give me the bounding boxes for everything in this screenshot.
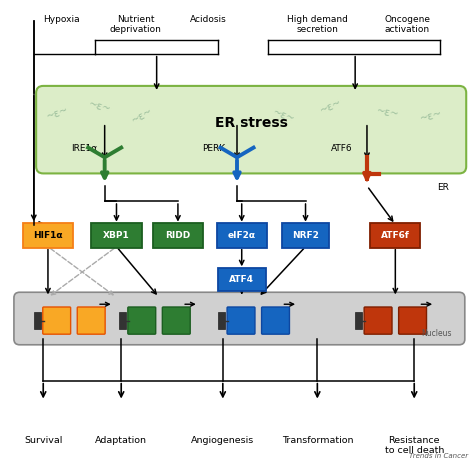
Text: ~ε~: ~ε~ bbox=[45, 105, 70, 122]
Text: IRE1α: IRE1α bbox=[71, 144, 98, 153]
Text: High demand
secretion: High demand secretion bbox=[287, 14, 348, 34]
Text: RIDD: RIDD bbox=[165, 231, 191, 240]
FancyBboxPatch shape bbox=[43, 307, 71, 334]
FancyBboxPatch shape bbox=[370, 223, 420, 248]
Text: ~ε~: ~ε~ bbox=[319, 97, 344, 116]
Text: ~ε~: ~ε~ bbox=[376, 107, 401, 121]
Text: Oncogene
activation: Oncogene activation bbox=[384, 14, 430, 34]
Text: ER stress: ER stress bbox=[215, 116, 288, 130]
FancyBboxPatch shape bbox=[217, 223, 267, 248]
FancyBboxPatch shape bbox=[355, 312, 362, 329]
Text: ~ε~: ~ε~ bbox=[419, 108, 443, 124]
Text: ATF6f: ATF6f bbox=[381, 231, 410, 240]
FancyBboxPatch shape bbox=[218, 268, 265, 291]
Text: Transformation: Transformation bbox=[282, 436, 353, 445]
Text: Nucleus: Nucleus bbox=[421, 329, 452, 338]
Text: Survival: Survival bbox=[24, 436, 63, 445]
FancyBboxPatch shape bbox=[153, 223, 203, 248]
FancyBboxPatch shape bbox=[118, 312, 126, 329]
FancyBboxPatch shape bbox=[128, 307, 156, 334]
Text: Trends in Cancer: Trends in Cancer bbox=[410, 453, 469, 459]
Text: Acidosis: Acidosis bbox=[190, 14, 227, 24]
Text: ATF6: ATF6 bbox=[331, 144, 353, 153]
FancyBboxPatch shape bbox=[227, 307, 255, 334]
Text: ~ε~: ~ε~ bbox=[130, 106, 155, 126]
Text: ~ε~: ~ε~ bbox=[88, 99, 112, 115]
FancyBboxPatch shape bbox=[34, 312, 41, 329]
FancyBboxPatch shape bbox=[364, 307, 392, 334]
Text: eIF2α: eIF2α bbox=[228, 231, 256, 240]
FancyBboxPatch shape bbox=[218, 312, 225, 329]
FancyBboxPatch shape bbox=[399, 307, 427, 334]
Text: Angiogenesis: Angiogenesis bbox=[191, 436, 255, 445]
Text: Resistance
to cell death: Resistance to cell death bbox=[384, 436, 444, 456]
Text: Nutrient
deprivation: Nutrient deprivation bbox=[109, 14, 161, 34]
Text: ER: ER bbox=[437, 183, 448, 192]
Text: PERK: PERK bbox=[202, 144, 225, 153]
Text: Hypoxia: Hypoxia bbox=[43, 14, 80, 24]
Text: ~ε~: ~ε~ bbox=[272, 107, 297, 124]
FancyBboxPatch shape bbox=[14, 292, 465, 345]
FancyBboxPatch shape bbox=[23, 223, 73, 248]
FancyBboxPatch shape bbox=[36, 86, 466, 173]
FancyBboxPatch shape bbox=[162, 307, 190, 334]
Text: ATF4: ATF4 bbox=[229, 275, 254, 284]
FancyBboxPatch shape bbox=[282, 223, 329, 248]
FancyBboxPatch shape bbox=[77, 307, 105, 334]
Text: NRF2: NRF2 bbox=[292, 231, 319, 240]
Text: XBP1: XBP1 bbox=[103, 231, 130, 240]
FancyBboxPatch shape bbox=[91, 223, 142, 248]
Text: HIF1α: HIF1α bbox=[33, 231, 63, 240]
Text: Adaptation: Adaptation bbox=[95, 436, 147, 445]
FancyBboxPatch shape bbox=[262, 307, 290, 334]
